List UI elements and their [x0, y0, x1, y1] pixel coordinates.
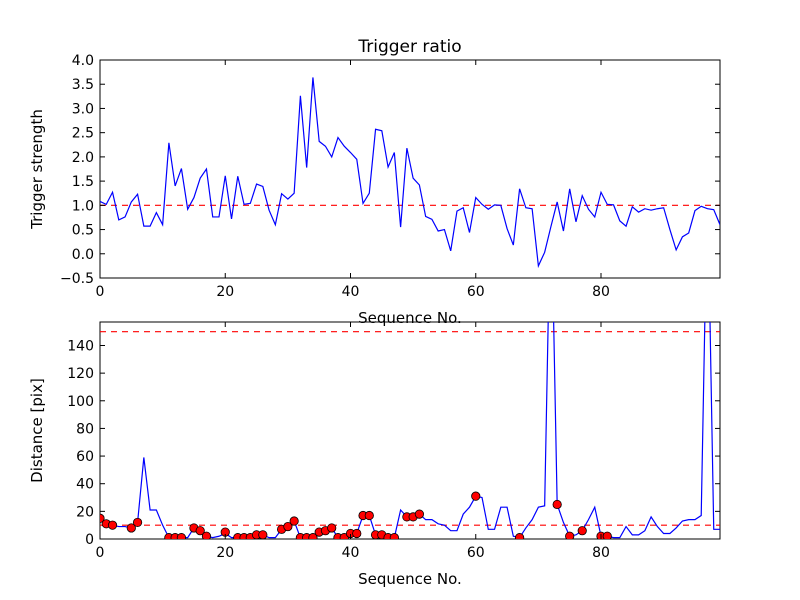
chart-2-marker-point [100, 513, 105, 523]
chart-2-marker-point [352, 528, 362, 539]
chart-2-marker-point [364, 510, 374, 521]
chart-2-marker-point [283, 521, 293, 532]
chart-2-x-tick-label: 80 [592, 545, 610, 561]
chart-2-marker-point [308, 533, 318, 539]
chart-1-y-tick-label: 0.5 [72, 223, 94, 239]
chart-2-marker-point [201, 531, 212, 539]
chart-2-marker-point [289, 516, 299, 526]
chart-2-y-tick-label: 20 [76, 504, 94, 520]
chart-2-marker-point [327, 523, 337, 533]
chart-2-y-tick-label: 0 [85, 532, 94, 548]
chart-2-x-tick-label: 60 [467, 545, 485, 561]
chart-2-y-axis-label: Distance [pix] [28, 378, 46, 483]
chart-1-x-tick-label: 20 [216, 284, 234, 300]
chart-1-x-tick-label: 80 [592, 284, 610, 300]
chart-2-marker-point [552, 499, 562, 510]
chart-1-x-axis-label: Sequence No. [358, 309, 462, 327]
chart-2-marker-point [126, 523, 136, 533]
chart-1-title: Trigger ratio [357, 37, 461, 57]
chart-2-marker-point [602, 531, 612, 539]
chart-2-marker-point [107, 520, 118, 530]
chart-1-y-tick-label: 1.0 [72, 198, 94, 214]
chart-2-x-tick-label: 0 [96, 545, 105, 561]
chart-1-y-tick-label: −0.5 [60, 271, 94, 287]
chart-2-x-tick-label: 40 [342, 545, 360, 561]
chart-2-marker-point [577, 526, 587, 536]
chart-2-y-tick-label: 100 [67, 394, 94, 410]
chart-2-marker-point [514, 533, 525, 539]
chart-2-marker-point [414, 509, 424, 519]
chart-1-y-tick-label: 1.5 [72, 174, 94, 190]
chart-1-plot-frame [99, 59, 721, 279]
chart-2-marker-point [195, 526, 205, 536]
chart-2-marker-point [389, 533, 399, 539]
chart-1-y-tick-label: 0.0 [72, 247, 94, 263]
chart-2-y-tick-label: 40 [76, 477, 94, 493]
chart-2-series-line [100, 322, 720, 539]
chart-2-plot-frame [99, 321, 721, 540]
chart-1-x-tick-label: 40 [342, 284, 360, 300]
chart-2-x-axis-label: Sequence No. [358, 570, 462, 588]
chart-1-y-tick-label: 3.0 [72, 101, 94, 117]
chart-1-y-tick-label: 2.0 [72, 150, 94, 166]
chart-2-marker-point [258, 530, 268, 539]
chart-1-y-tick-label: 2.5 [72, 126, 94, 142]
chart-2-y-tick-label: 60 [76, 449, 94, 465]
chart-2-y-tick-label: 80 [76, 421, 94, 437]
chart-2-x-tick-label: 20 [216, 545, 234, 561]
chart-1-y-axis-label: Trigger strength [28, 109, 46, 230]
chart-1-y-tick-label: 4.0 [72, 53, 94, 69]
chart-1-y-tick-label: 3.5 [72, 77, 94, 93]
chart-2-y-tick-label: 120 [67, 366, 94, 382]
chart-1-x-tick-label: 0 [96, 284, 105, 300]
chart-2-marker-point [471, 491, 481, 501]
chart-1-x-tick-label: 60 [467, 284, 485, 300]
chart-2-marker-point [132, 517, 143, 528]
chart-2-y-tick-label: 140 [67, 338, 94, 354]
chart-2-marker-point [176, 533, 187, 539]
chart-2-marker-point [565, 531, 575, 539]
chart-1-series-line [100, 77, 720, 269]
